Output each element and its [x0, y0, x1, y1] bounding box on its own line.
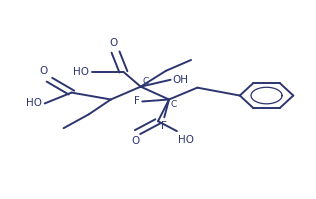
- Text: O: O: [110, 38, 118, 48]
- Text: O: O: [40, 66, 48, 76]
- Text: C: C: [142, 77, 149, 86]
- Text: F: F: [161, 121, 167, 131]
- Text: C: C: [171, 100, 177, 109]
- Text: HO: HO: [26, 99, 42, 108]
- Text: O: O: [132, 136, 140, 146]
- Text: OH: OH: [172, 75, 188, 85]
- Text: HO: HO: [179, 135, 194, 145]
- Text: F: F: [134, 97, 140, 106]
- Text: HO: HO: [73, 67, 89, 77]
